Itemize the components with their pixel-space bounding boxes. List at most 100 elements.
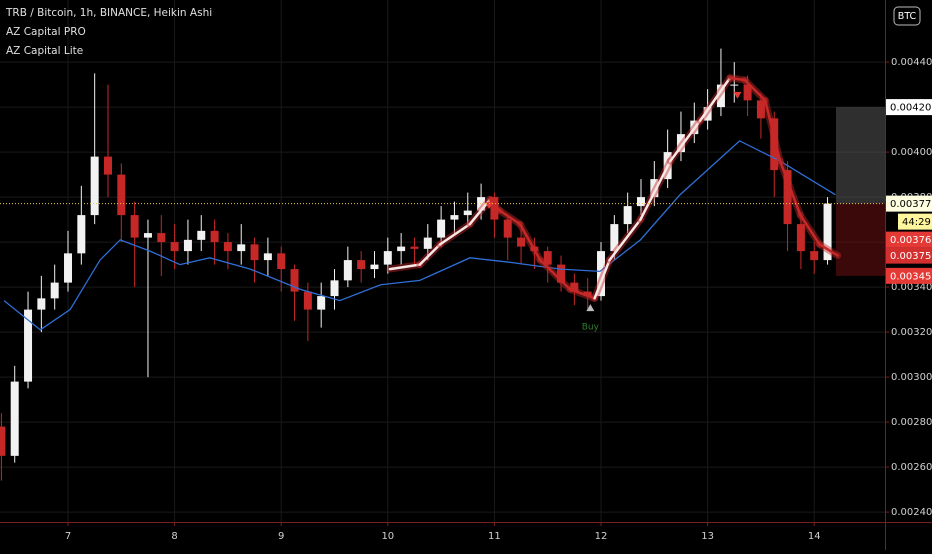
signal-marker [733,91,742,99]
candle-body [477,197,486,211]
candle-body [170,242,179,252]
moving-average-line [3,140,836,331]
candle-body [743,84,752,101]
candle-body [77,215,86,254]
candle-body [50,282,59,299]
candle-body [676,134,685,153]
trend-line [388,263,422,271]
candle-body [423,237,432,249]
indicator-name: AZ Capital PRO [6,26,86,38]
trend-line [518,222,542,262]
trend-line [778,159,802,217]
candle-body [597,251,606,297]
candle-body [197,230,206,240]
candle-body [810,251,819,261]
trend-line [799,213,821,246]
candle-body [330,280,339,297]
candle-body [10,381,19,456]
candle-body [117,174,126,216]
candle-body [250,244,259,261]
candle-body [636,197,645,207]
candle-body [543,251,552,265]
candle-body [0,426,6,456]
candle-body [716,84,725,108]
candle-body [143,233,152,238]
candle-body [503,219,512,238]
candle-body [183,239,192,252]
candle-body [37,298,46,310]
candle-body [237,244,246,252]
candle-body [277,253,286,270]
y-tick-label: 0.004400 [891,57,932,68]
candle-body [223,242,232,252]
candle-body [823,203,832,261]
target-zone [836,107,885,204]
candle-body [703,107,712,121]
candle-body [263,253,272,261]
candle-body [730,84,739,86]
candle-body [490,197,499,220]
trend-line [438,222,472,246]
candle-body [783,170,792,225]
signal-label: Buy [582,323,600,333]
x-tick-label: 12 [595,531,608,542]
candle-body [357,260,366,270]
trend-line [639,159,672,221]
price-label-box [886,267,932,284]
price-label-box [886,247,932,264]
trend-line [568,288,596,300]
candle-body [570,282,579,292]
candle-body [437,219,446,238]
candle-body [770,118,779,171]
price-label-box [886,195,932,212]
price-label-box [886,231,932,248]
candle-body [756,100,765,119]
trend-line [488,198,501,212]
signal-marker [485,202,494,210]
candle-body [796,224,805,252]
plot-area: Buy [0,48,885,481]
indicator-name: AZ Capital Lite [6,45,83,57]
countdown-label: 44:29 [902,217,931,228]
trend-line [818,243,839,257]
candle-body [410,246,419,249]
candle-body [650,179,659,198]
trend-line [608,218,642,262]
trend-line [418,243,442,266]
candle-body [383,251,392,265]
x-tick-label: 11 [488,531,501,542]
signal-marker [586,304,595,312]
currency-button-label[interactable]: BTC [898,11,917,22]
candle-body [343,260,352,281]
x-tick-label: 8 [171,531,177,542]
candle-body [130,215,139,238]
candle-body [103,156,112,175]
trend-line [763,99,782,163]
candle-body [290,269,299,292]
price-label: 0.003752 [890,251,932,262]
candle-body [450,215,459,220]
candle-body [24,309,33,382]
currency-button[interactable] [893,6,921,26]
candle-body [157,233,166,243]
candle-body [370,264,379,270]
candle-body [557,264,566,283]
price-label-box [886,99,932,116]
stop-zone [836,203,885,276]
candle-body [317,296,326,310]
trend-line [498,209,522,226]
chart-title: TRB / Bitcoin, 1h, BINANCE, Heikin Ashi [5,7,212,19]
trend-line [743,78,767,102]
countdown-box [898,213,932,230]
trend-line [669,119,702,163]
